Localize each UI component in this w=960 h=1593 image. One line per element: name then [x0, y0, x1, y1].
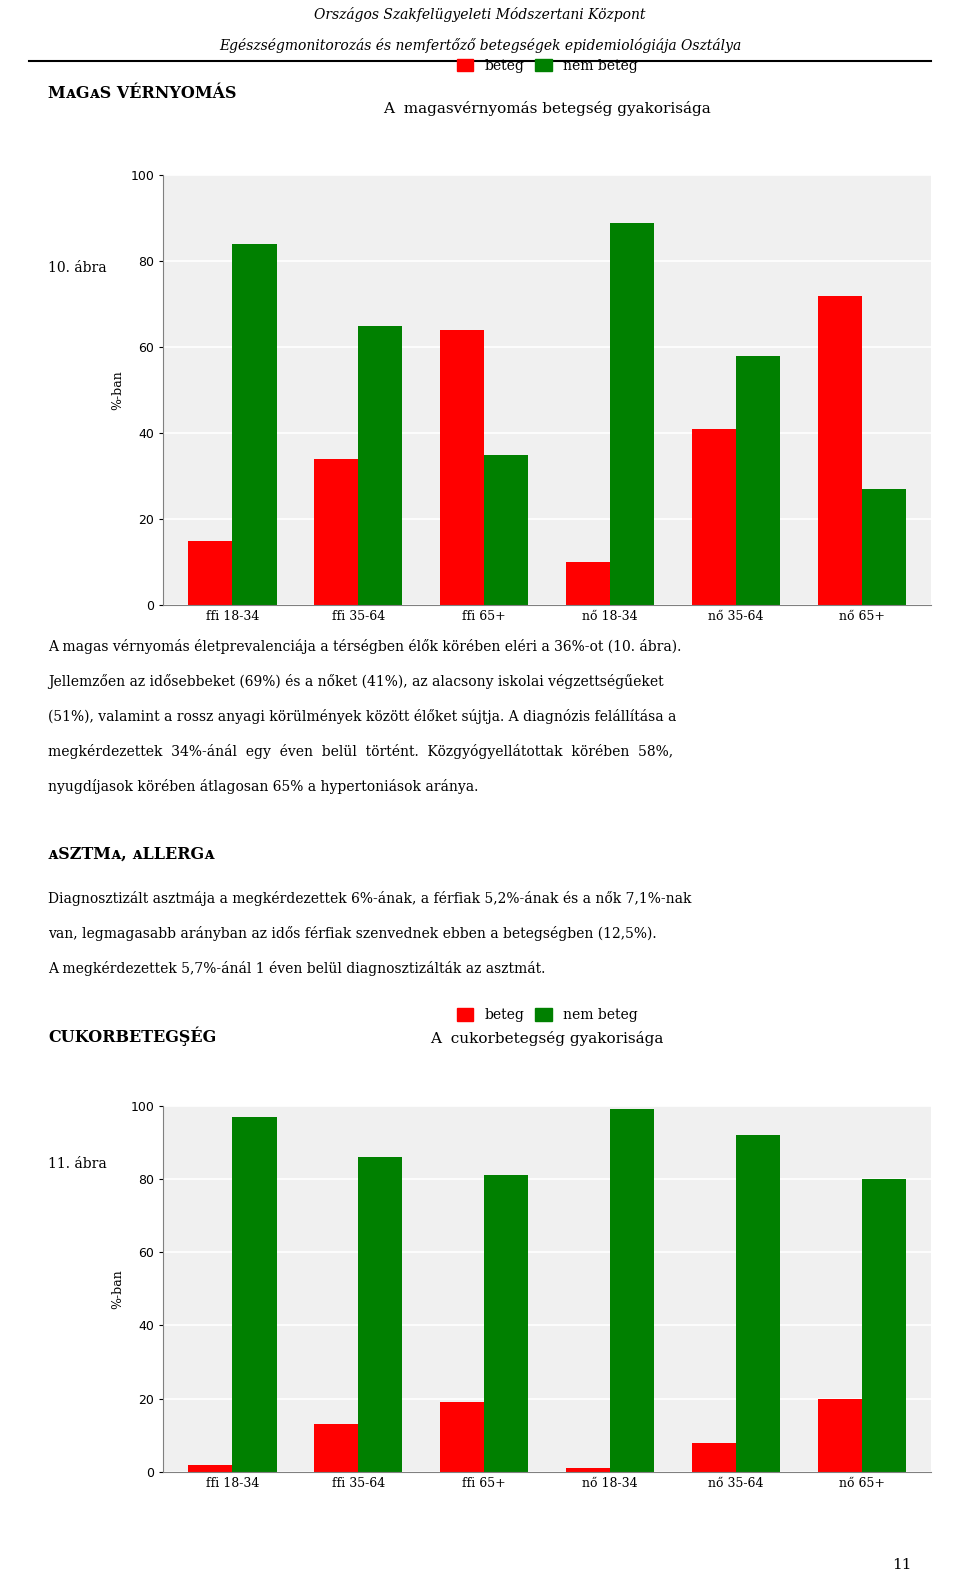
Bar: [611, 1109, 654, 1472]
Bar: [818, 296, 862, 605]
Bar: [611, 223, 654, 605]
Bar: [484, 1176, 528, 1472]
Legend: beteg, nem beteg: beteg, nem beteg: [451, 1002, 643, 1027]
Bar: [188, 1464, 232, 1472]
Text: A magas vérnyomás életprevalenciája a térségben élők körében eléri a 36%-ot (10.: A magas vérnyomás életprevalenciája a té…: [48, 639, 682, 655]
Bar: [358, 327, 402, 605]
Bar: [566, 562, 611, 605]
Text: 10. ábra: 10. ábra: [48, 261, 107, 276]
Text: nyugdíjasok körében átlagosan 65% a hypertoniások aránya.: nyugdíjasok körében átlagosan 65% a hype…: [48, 779, 478, 795]
Bar: [484, 456, 528, 605]
Text: van, legmagasabb arányban az idős férfiak szenvednek ebben a betegségben (12,5%): van, legmagasabb arányban az idős férfia…: [48, 926, 657, 941]
Text: MᴀGᴀS VÉRNYOMÁS: MᴀGᴀS VÉRNYOMÁS: [48, 84, 236, 102]
Text: Országos Szakfelügyeleti Módszertani Központ: Országos Szakfelügyeleti Módszertani Köz…: [314, 6, 646, 22]
Bar: [692, 1443, 736, 1472]
Bar: [736, 1134, 780, 1472]
Bar: [736, 355, 780, 605]
Text: (51%), valamint a rossz anyagi körülmények között élőket sújtja. A diagnózis fel: (51%), valamint a rossz anyagi körülmény…: [48, 709, 677, 725]
Legend: beteg, nem beteg: beteg, nem beteg: [451, 53, 643, 78]
Bar: [358, 1157, 402, 1472]
Bar: [441, 1402, 484, 1472]
Text: 11. ábra: 11. ábra: [48, 1158, 107, 1171]
Bar: [314, 459, 358, 605]
Bar: [862, 1179, 906, 1472]
Text: megkérdezettek  34%-ánál  egy  éven  belül  történt.  Közgyógyellátottak  körébe: megkérdezettek 34%-ánál egy éven belül t…: [48, 744, 673, 760]
Bar: [818, 1399, 862, 1472]
Bar: [188, 540, 232, 605]
Text: Egészségmonitorozás és nemfertőző betegségek epidemiológiája Osztálya: Egészségmonitorozás és nemfertőző betegs…: [219, 38, 741, 54]
Bar: [232, 244, 276, 605]
Title: A  cukorbetegség gyakorisága: A cukorbetegség gyakorisága: [430, 1031, 664, 1047]
Bar: [441, 330, 484, 605]
Bar: [314, 1424, 358, 1472]
Text: Diagnosztizált asztmája a megkérdezettek 6%-ának, a férfiak 5,2%-ának és a nők 7: Diagnosztizált asztmája a megkérdezettek…: [48, 890, 691, 906]
Title: A  magasvérnyomás betegség gyakorisága: A magasvérnyomás betegség gyakorisága: [383, 100, 711, 116]
Text: CUKORBETEGŞÉG: CUKORBETEGŞÉG: [48, 1026, 216, 1045]
Text: ᴀSZTMᴀ, ᴀLLERGᴀ: ᴀSZTMᴀ, ᴀLLERGᴀ: [48, 846, 214, 863]
Bar: [862, 489, 906, 605]
Bar: [692, 429, 736, 605]
Text: 11: 11: [893, 1558, 912, 1572]
Text: Jellemzően az idősebbeket (69%) és a nőket (41%), az alacsony iskolai végzettség: Jellemzően az idősebbeket (69%) és a nők…: [48, 674, 663, 690]
Y-axis label: %-ban: %-ban: [111, 1270, 125, 1308]
Y-axis label: %-ban: %-ban: [111, 371, 125, 409]
Bar: [232, 1117, 276, 1472]
Text: A megkérdezettek 5,7%-ánál 1 éven belül diagnosztizálták az asztmát.: A megkérdezettek 5,7%-ánál 1 éven belül …: [48, 961, 545, 977]
Bar: [566, 1469, 611, 1472]
